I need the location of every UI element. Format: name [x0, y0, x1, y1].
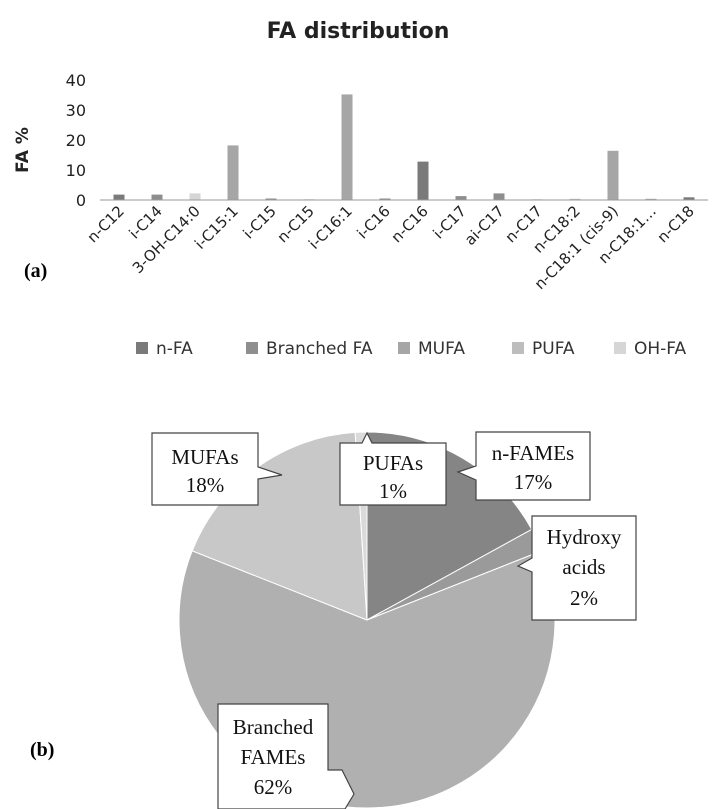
callout-nfames-label: n-FAMEs: [492, 441, 574, 465]
callout-pufas-label: PUFAs: [363, 451, 423, 475]
x-tick-labels: n-C12i-C143-OH-C14:0i-C15:1i-C15n-C15i-C…: [84, 202, 698, 293]
legend-swatch: [398, 342, 410, 354]
bar: [189, 193, 201, 200]
panel-label-a: (a): [24, 260, 47, 282]
bar: [607, 150, 619, 200]
legend-entry: PUFA: [532, 339, 575, 359]
callout-mufas: MUFAs 18%: [151, 432, 283, 506]
legend-swatch: [136, 342, 148, 354]
legend-entry: MUFA: [418, 339, 465, 359]
x-tick-label: n-C16: [388, 202, 432, 246]
callout-mufas-value: 18%: [186, 473, 225, 497]
legend-swatch: [246, 342, 258, 354]
legend-entry: Branched FA: [266, 339, 373, 359]
callout-hydroxy: Hydroxy acids 2%: [516, 515, 637, 621]
legend-entry: n-FA: [156, 339, 193, 359]
callout-branched-label-2: FAMEs: [241, 745, 306, 769]
callout-pufas-value: 1%: [379, 479, 407, 503]
x-tick-label: n-C18: [654, 202, 698, 246]
callout-nfames-value: 17%: [514, 470, 553, 494]
callout-mufas-label: MUFAs: [171, 445, 238, 469]
x-tick-label: i-C15: [239, 202, 279, 242]
bar: [227, 145, 239, 200]
callout-hydroxy-value: 2%: [570, 586, 598, 610]
callout-pufas: PUFAs 1%: [339, 431, 447, 506]
bar: [151, 194, 163, 200]
y-tick-label: 10: [66, 161, 86, 180]
bar: [265, 198, 277, 200]
y-tick-label: 40: [66, 71, 86, 90]
y-tick-labels: 0 10 20 30 40: [66, 71, 86, 210]
legend-entry: OH-FA: [634, 339, 687, 359]
bar: [683, 197, 695, 200]
legend: n-FA Branched FA MUFA PUFA OH-FA: [136, 339, 687, 359]
bar: [113, 194, 125, 200]
legend-swatch: [614, 342, 626, 354]
callout-branched-label-1: Branched: [233, 715, 314, 739]
callout-branched: Branched FAMEs 62%: [217, 703, 355, 809]
y-tick-label: 20: [66, 131, 86, 150]
bar: [341, 94, 353, 200]
x-tick-label: i-C16: [353, 202, 393, 242]
callout-hydroxy-label-2: acids: [562, 555, 605, 579]
bar: [379, 198, 391, 200]
bars: [113, 94, 695, 200]
y-axis-label: FA %: [13, 127, 33, 173]
chart-title: FA distribution: [267, 19, 450, 44]
bar: [417, 161, 429, 200]
callout-nfames: n-FAMEs 17%: [456, 431, 591, 501]
panel-label-b: (b): [30, 739, 54, 761]
bar: [645, 198, 657, 200]
callout-hydroxy-label-1: Hydroxy: [547, 525, 622, 549]
bar: [569, 198, 581, 200]
callout-branched-value: 62%: [254, 775, 293, 799]
x-tick-label: n-C12: [84, 202, 128, 246]
y-tick-label: 30: [66, 101, 86, 120]
bar: [493, 193, 505, 200]
x-tick-label: ai-C17: [461, 202, 508, 249]
y-tick-label: 0: [76, 191, 86, 210]
bar: [455, 196, 467, 200]
legend-swatch: [512, 342, 524, 354]
